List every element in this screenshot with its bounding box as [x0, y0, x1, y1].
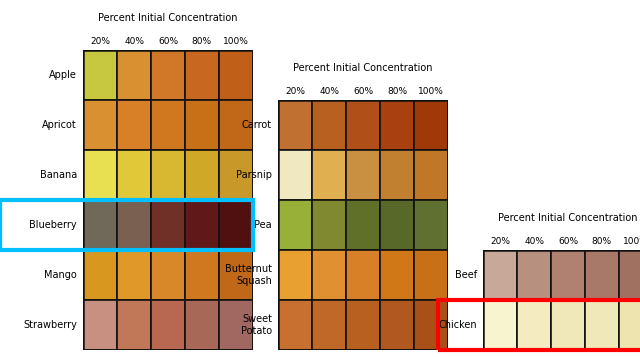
Text: Mango: Mango [44, 270, 77, 280]
Bar [185, 50, 219, 100]
Text: 80%: 80% [592, 237, 612, 246]
Bar [278, 300, 312, 350]
Text: Sweet
Potato: Sweet Potato [241, 314, 272, 336]
Bar [151, 200, 185, 250]
Text: Percent Initial Concentration: Percent Initial Concentration [294, 63, 433, 73]
Bar [312, 250, 346, 300]
Text: 100%: 100% [623, 237, 640, 246]
Bar [83, 300, 117, 350]
Text: Parsnip: Parsnip [236, 170, 272, 180]
Bar [312, 300, 346, 350]
Text: Strawberry: Strawberry [23, 320, 77, 330]
Bar [185, 250, 219, 300]
Bar [219, 100, 253, 150]
Bar [278, 100, 312, 150]
Bar [619, 300, 640, 350]
Bar [278, 150, 312, 200]
Bar [83, 200, 117, 250]
Text: 60%: 60% [353, 87, 373, 96]
Bar [346, 250, 380, 300]
Text: Beef: Beef [454, 270, 477, 280]
Bar [346, 200, 380, 250]
Bar [185, 100, 219, 150]
Text: 40%: 40% [319, 87, 339, 96]
Bar [380, 300, 414, 350]
Bar [585, 300, 619, 350]
Bar [483, 300, 517, 350]
Bar [414, 300, 448, 350]
Bar [151, 150, 185, 200]
Bar [380, 200, 414, 250]
Text: 20%: 20% [490, 237, 510, 246]
Bar [151, 250, 185, 300]
Text: Carrot: Carrot [242, 120, 272, 130]
Text: 20%: 20% [285, 87, 305, 96]
Text: Apple: Apple [49, 70, 77, 80]
Bar [219, 300, 253, 350]
Bar [185, 200, 219, 250]
Bar [219, 200, 253, 250]
Bar [83, 250, 117, 300]
Bar [312, 150, 346, 200]
Bar [346, 300, 380, 350]
Bar [414, 250, 448, 300]
Bar [585, 250, 619, 300]
Text: Blueberry: Blueberry [29, 220, 77, 230]
Text: Pea: Pea [254, 220, 272, 230]
Bar [414, 100, 448, 150]
Bar [117, 50, 151, 100]
Bar [380, 150, 414, 200]
Bar [346, 100, 380, 150]
Text: Apricot: Apricot [42, 120, 77, 130]
Bar [117, 100, 151, 150]
Bar [312, 200, 346, 250]
Text: 100%: 100% [418, 87, 444, 96]
Text: 40%: 40% [124, 37, 144, 46]
Bar [517, 300, 551, 350]
Bar [151, 100, 185, 150]
Text: Banana: Banana [40, 170, 77, 180]
Text: 20%: 20% [90, 37, 110, 46]
Text: 60%: 60% [558, 237, 578, 246]
Bar [551, 250, 585, 300]
Bar [414, 150, 448, 200]
Bar [380, 250, 414, 300]
Text: Percent Initial Concentration: Percent Initial Concentration [99, 13, 237, 23]
Bar [117, 250, 151, 300]
Bar [483, 250, 517, 300]
Bar [117, 200, 151, 250]
Bar [151, 50, 185, 100]
Bar [312, 100, 346, 150]
Bar [346, 150, 380, 200]
Bar [380, 100, 414, 150]
Bar [278, 250, 312, 300]
Text: 100%: 100% [223, 37, 249, 46]
Bar [83, 100, 117, 150]
Text: 80%: 80% [387, 87, 407, 96]
Text: Percent Initial Concentration: Percent Initial Concentration [499, 213, 637, 223]
Text: 80%: 80% [192, 37, 212, 46]
Bar [219, 150, 253, 200]
Bar [517, 250, 551, 300]
Bar [551, 300, 585, 350]
Text: 60%: 60% [158, 37, 178, 46]
Bar [117, 150, 151, 200]
Text: 40%: 40% [524, 237, 544, 246]
Bar [151, 300, 185, 350]
Bar [185, 300, 219, 350]
Bar [278, 200, 312, 250]
Bar [619, 250, 640, 300]
Bar [185, 150, 219, 200]
Text: Chicken: Chicken [438, 320, 477, 330]
Bar [414, 200, 448, 250]
Bar [83, 50, 117, 100]
Bar [83, 150, 117, 200]
Text: Butternut
Squash: Butternut Squash [225, 264, 272, 286]
Bar [219, 250, 253, 300]
Bar [219, 50, 253, 100]
Bar [117, 300, 151, 350]
